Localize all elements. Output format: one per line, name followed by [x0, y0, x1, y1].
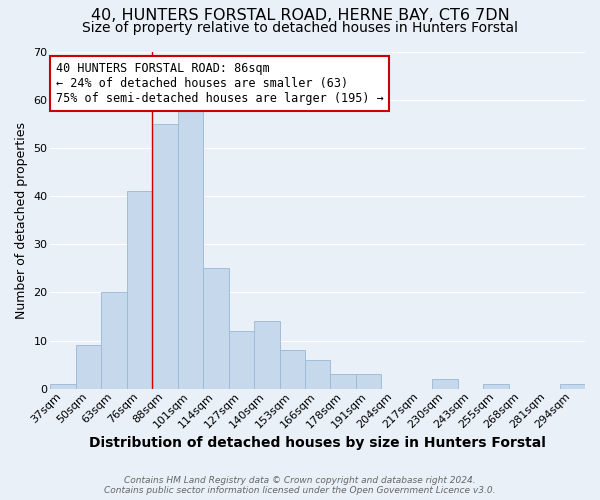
X-axis label: Distribution of detached houses by size in Hunters Forstal: Distribution of detached houses by size … [89, 436, 546, 450]
Bar [483, 384, 509, 388]
Bar [432, 379, 458, 388]
Bar [254, 321, 280, 388]
Bar [127, 191, 152, 388]
Text: Size of property relative to detached houses in Hunters Forstal: Size of property relative to detached ho… [82, 21, 518, 35]
Bar [331, 374, 356, 388]
Y-axis label: Number of detached properties: Number of detached properties [15, 122, 28, 318]
Text: 40 HUNTERS FORSTAL ROAD: 86sqm
← 24% of detached houses are smaller (63)
75% of : 40 HUNTERS FORSTAL ROAD: 86sqm ← 24% of … [56, 62, 383, 104]
Bar [203, 268, 229, 388]
Bar [280, 350, 305, 389]
Bar [356, 374, 382, 388]
Text: 40, HUNTERS FORSTAL ROAD, HERNE BAY, CT6 7DN: 40, HUNTERS FORSTAL ROAD, HERNE BAY, CT6… [91, 8, 509, 22]
Bar [560, 384, 585, 388]
Bar [101, 292, 127, 388]
Bar [76, 346, 101, 389]
Bar [229, 331, 254, 388]
Bar [305, 360, 331, 388]
Bar [178, 110, 203, 388]
Text: Contains HM Land Registry data © Crown copyright and database right 2024.
Contai: Contains HM Land Registry data © Crown c… [104, 476, 496, 495]
Bar [152, 124, 178, 388]
Bar [50, 384, 76, 388]
